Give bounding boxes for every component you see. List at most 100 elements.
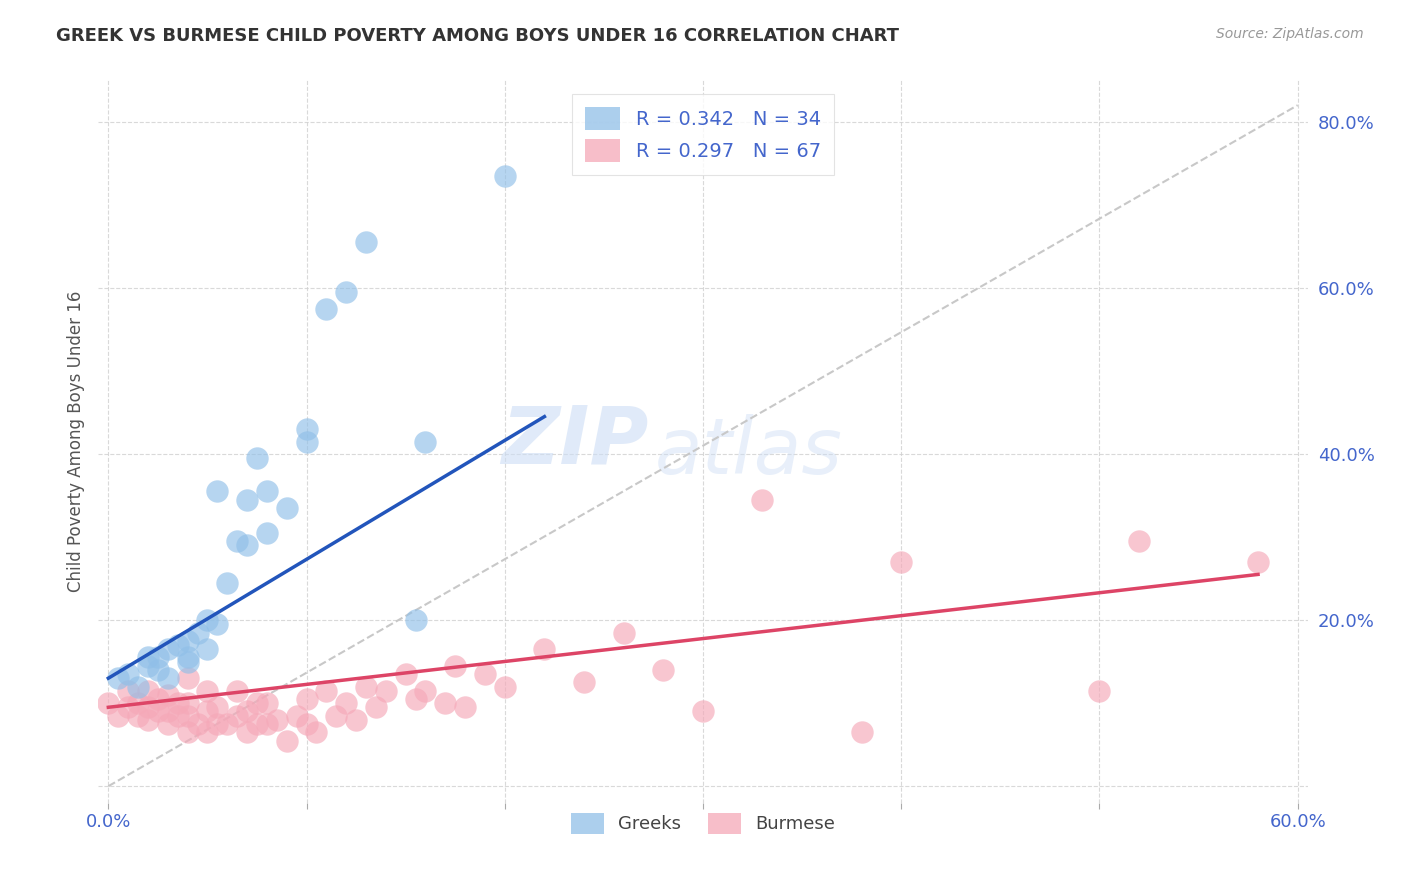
Point: [236, 705, 259, 719]
Point: [156, 717, 179, 731]
Point: [295, 422, 318, 436]
Point: [136, 700, 159, 714]
Point: [295, 692, 318, 706]
Point: [751, 492, 773, 507]
Point: [117, 667, 139, 681]
Point: [136, 683, 159, 698]
Point: [335, 696, 357, 710]
Point: [146, 650, 169, 665]
Point: [127, 708, 149, 723]
Point: [285, 708, 308, 723]
Point: [652, 663, 675, 677]
Point: [494, 169, 516, 183]
Point: [256, 696, 278, 710]
Point: [276, 500, 298, 515]
Point: [305, 725, 328, 739]
Point: [236, 492, 259, 507]
Point: [166, 708, 188, 723]
Point: [246, 451, 269, 466]
Point: [454, 700, 477, 714]
Point: [474, 667, 496, 681]
Point: [344, 713, 367, 727]
Text: ZIP: ZIP: [501, 402, 648, 481]
Point: [374, 683, 396, 698]
Point: [395, 667, 418, 681]
Point: [266, 713, 288, 727]
Point: [127, 680, 149, 694]
Point: [156, 705, 179, 719]
Point: [156, 688, 179, 702]
Point: [246, 717, 269, 731]
Point: [156, 642, 179, 657]
Point: [207, 484, 229, 499]
Point: [256, 484, 278, 499]
Point: [226, 708, 249, 723]
Point: [176, 696, 198, 710]
Point: [107, 671, 129, 685]
Point: [1128, 534, 1150, 549]
Text: GREEK VS BURMESE CHILD POVERTY AMONG BOYS UNDER 16 CORRELATION CHART: GREEK VS BURMESE CHILD POVERTY AMONG BOY…: [56, 27, 900, 45]
Point: [415, 683, 437, 698]
Point: [295, 434, 318, 449]
Point: [415, 434, 437, 449]
Point: [207, 700, 229, 714]
Point: [207, 617, 229, 632]
Point: [226, 683, 249, 698]
Point: [117, 683, 139, 698]
Point: [315, 301, 337, 316]
Point: [176, 633, 198, 648]
Point: [256, 717, 278, 731]
Point: [851, 725, 873, 739]
Legend: Greeks, Burmese: Greeks, Burmese: [564, 805, 842, 841]
Point: [1088, 683, 1111, 698]
Point: [166, 696, 188, 710]
Point: [890, 555, 912, 569]
Point: [197, 705, 219, 719]
Point: [1247, 555, 1270, 569]
Point: [494, 680, 516, 694]
Point: [197, 642, 219, 657]
Point: [354, 680, 377, 694]
Point: [434, 696, 457, 710]
Point: [335, 285, 357, 299]
Point: [176, 725, 198, 739]
Point: [692, 705, 714, 719]
Point: [186, 717, 208, 731]
Point: [136, 658, 159, 673]
Point: [107, 708, 129, 723]
Point: [217, 717, 239, 731]
Point: [207, 717, 229, 731]
Point: [246, 696, 269, 710]
Point: [295, 717, 318, 731]
Point: [176, 655, 198, 669]
Point: [226, 534, 249, 549]
Point: [533, 642, 555, 657]
Y-axis label: Child Poverty Among Boys Under 16: Child Poverty Among Boys Under 16: [66, 291, 84, 592]
Point: [236, 538, 259, 552]
Point: [315, 683, 337, 698]
Point: [97, 696, 120, 710]
Point: [136, 650, 159, 665]
Point: [117, 700, 139, 714]
Point: [197, 683, 219, 698]
Point: [256, 525, 278, 540]
Point: [405, 692, 427, 706]
Point: [186, 625, 208, 640]
Point: [136, 713, 159, 727]
Point: [236, 725, 259, 739]
Point: [354, 235, 377, 250]
Point: [176, 708, 198, 723]
Point: [146, 705, 169, 719]
Point: [176, 650, 198, 665]
Point: [325, 708, 347, 723]
Point: [276, 733, 298, 747]
Text: Source: ZipAtlas.com: Source: ZipAtlas.com: [1216, 27, 1364, 41]
Point: [197, 613, 219, 627]
Point: [444, 658, 467, 673]
Point: [166, 638, 188, 652]
Point: [217, 575, 239, 590]
Point: [146, 663, 169, 677]
Point: [127, 696, 149, 710]
Point: [613, 625, 636, 640]
Point: [572, 675, 595, 690]
